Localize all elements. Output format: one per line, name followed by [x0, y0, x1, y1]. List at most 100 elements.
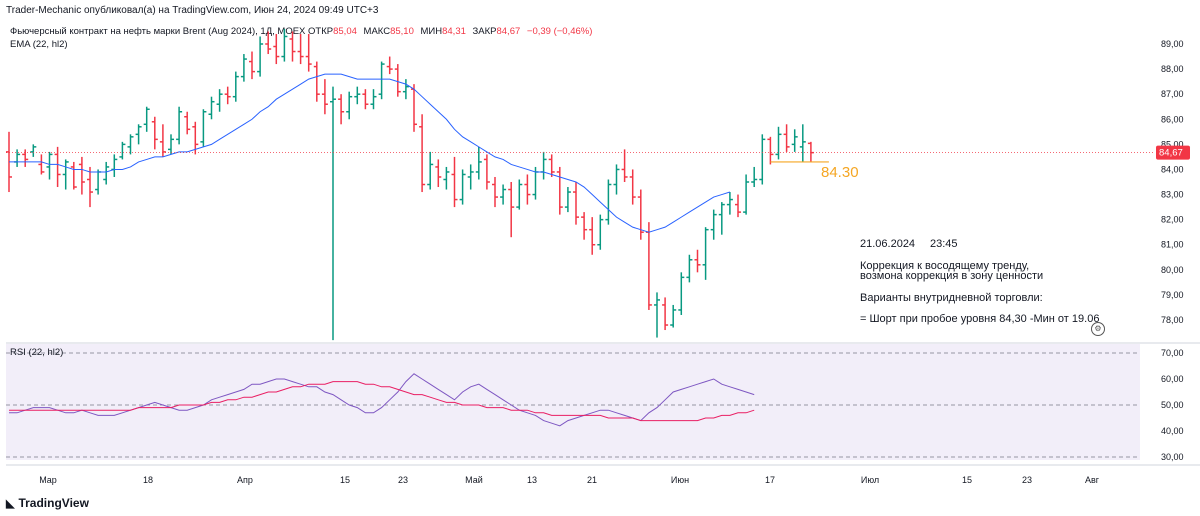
settings-icon[interactable]: ⚙	[1091, 322, 1105, 336]
low-label: МИН	[420, 26, 443, 37]
ema-legend: EMA (22, hl2)	[10, 39, 68, 50]
ohlc-bar	[629, 169, 636, 205]
ohlc-bar	[637, 189, 644, 240]
ohlc-bar	[726, 192, 733, 215]
ohlc-bar	[321, 79, 328, 115]
ohlc-bar	[127, 134, 134, 155]
high-label: МАКС	[363, 26, 391, 37]
ohlc-bar	[289, 31, 296, 62]
ohlc-bar	[524, 174, 531, 205]
time-tick-label: Мар	[39, 475, 57, 485]
change-value: −0,39 (−0,46%)	[526, 26, 593, 37]
ohlc-bar	[589, 217, 596, 255]
low-value: 84,31	[442, 26, 466, 37]
time-axis: Мар 18 Апр 15 23 Май 13 21 Июн 17 Июл 15 23 Авг	[39, 475, 1100, 485]
ohlc-bar	[605, 179, 612, 225]
ohlc-bar	[670, 304, 677, 328]
ohlc-bar	[46, 151, 53, 180]
ohlc-bar	[281, 28, 288, 62]
price-tick-label: 85,00	[1161, 139, 1184, 149]
ohlc-bar	[354, 86, 361, 105]
time-tick-label: 13	[527, 475, 537, 485]
price-tick-label: 82,00	[1161, 215, 1184, 225]
ohlc-bar	[492, 176, 498, 208]
ohlc-bars	[6, 28, 814, 341]
rsi-axis: 70,00 60,00 50,00 40,00 30,00	[1161, 348, 1184, 462]
rsi-tick-label: 30,00	[1161, 452, 1184, 462]
ohlc-bar	[702, 227, 709, 280]
note-line-2: возмона коррекция в зону ценности	[860, 270, 1044, 282]
price-tick-label: 78,00	[1161, 315, 1184, 325]
ohlc-bar	[467, 164, 474, 190]
ohlc-bar	[751, 166, 758, 188]
time-tick-label: 15	[340, 475, 350, 485]
ohlc-bar	[394, 64, 401, 97]
price-tick-label: 80,00	[1161, 265, 1184, 275]
ohlc-bar	[419, 114, 426, 193]
ohlc-bar	[240, 54, 247, 82]
rsi-tick-label: 50,00	[1161, 400, 1184, 410]
ohlc-bar	[362, 89, 369, 110]
time-tick-label: 15	[962, 475, 972, 485]
note-line-4: = Шорт при пробое уровня 84,30 -Мин от 1…	[860, 313, 1100, 325]
ohlc-bar	[216, 89, 223, 112]
price-tick-label: 83,00	[1161, 190, 1184, 200]
ohlc-bar	[548, 154, 555, 177]
ohlc-bar	[573, 182, 579, 225]
ohlc-bar	[775, 126, 782, 160]
ohlc-bar	[621, 149, 628, 182]
ohlc-bar	[710, 209, 717, 240]
ohlc-bar	[718, 202, 725, 235]
ohlc-bar	[22, 149, 29, 167]
ohlc-bar	[386, 56, 393, 75]
ohlc-bar	[305, 33, 312, 72]
note-line-1: Коррекция к восодящему тренду,	[860, 260, 1030, 272]
ohlc-bar	[370, 89, 377, 110]
ohlc-bar	[799, 124, 806, 162]
ohlc-bar	[378, 61, 385, 100]
rsi-tick-label: 70,00	[1161, 348, 1184, 358]
time-tick-label: Авг	[1085, 475, 1100, 485]
ema-line	[9, 73, 731, 233]
rsi-tick-label: 60,00	[1161, 374, 1184, 384]
brand-name: TradingView	[18, 496, 89, 510]
ohlc-bar	[168, 134, 174, 155]
publisher-header: Trader-Mechanic опубликовал(а) на Tradin…	[6, 5, 379, 16]
ohlc-bar	[265, 31, 272, 55]
price-tick-label: 88,00	[1161, 64, 1184, 74]
ohlc-bar	[807, 141, 814, 162]
ohlc-bar	[70, 161, 77, 190]
price-axis: 89,00 88,00 87,00 86,00 85,00 84,00 83,00 82,00…	[1161, 39, 1184, 325]
time-tick-label: 23	[398, 475, 408, 485]
rsi-ma-path	[9, 381, 755, 422]
ohlc-bar	[662, 297, 669, 331]
note-line-3: Варианты внутридневной торговли:	[860, 292, 1043, 304]
time-tick-label: 17	[765, 475, 775, 485]
ohlc-bar	[224, 86, 231, 105]
ohlc-bar	[135, 124, 142, 145]
ohlc-bar	[451, 156, 458, 208]
time-tick-label: Апр	[237, 475, 253, 485]
ohlc-bar	[313, 61, 320, 102]
ohlc-bar	[38, 154, 45, 175]
ohlc-bar	[14, 149, 21, 167]
price-tick-label: 86,00	[1161, 114, 1184, 124]
price-tick-label: 89,00	[1161, 39, 1184, 49]
time-tick-label: 18	[143, 475, 153, 485]
last-price-box	[1156, 145, 1190, 160]
ohlc-bar	[103, 161, 110, 185]
ohlc-bar	[30, 144, 37, 157]
note-date: 21.06.2024	[860, 238, 916, 250]
ohlc-bar	[62, 159, 69, 190]
ohlc-bar	[208, 96, 215, 120]
level-line	[6, 152, 1155, 163]
ohlc-bar	[330, 86, 336, 341]
ohlc-bar	[564, 187, 571, 213]
ohlc-bar	[759, 134, 766, 185]
ohlc-bar	[159, 124, 166, 157]
price-tick-label: 84,00	[1161, 164, 1184, 174]
level-label: 84.30	[821, 164, 859, 181]
ohlc-bar	[743, 174, 750, 215]
note-time: 23:45	[930, 238, 958, 250]
